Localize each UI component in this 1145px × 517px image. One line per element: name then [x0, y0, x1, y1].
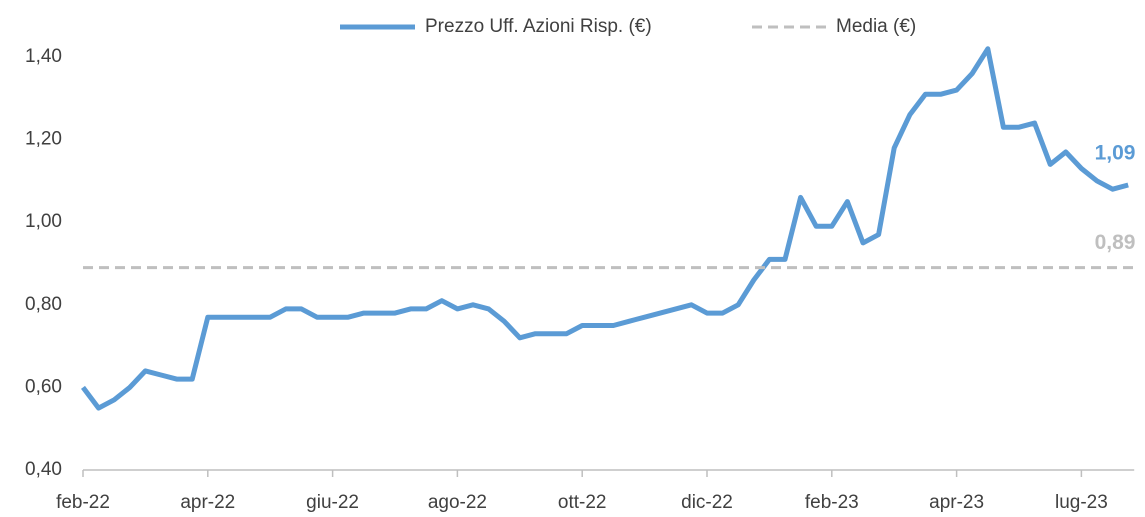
y-tick-label: 1,40 [25, 46, 62, 67]
legend-label: Media (€) [836, 16, 916, 37]
y-tick-label: 0,60 [25, 376, 62, 397]
y-tick-label: 0,80 [25, 294, 62, 315]
x-tick-label: ott-22 [558, 492, 607, 513]
x-tick-label: giu-22 [306, 492, 359, 513]
legend-label: Prezzo Uff. Azioni Risp. (€) [425, 16, 652, 37]
x-tick-label: apr-22 [180, 492, 235, 513]
y-tick-label: 1,20 [25, 129, 62, 150]
x-tick-label: feb-23 [805, 492, 859, 513]
end-label: 0,89 [1095, 231, 1136, 254]
x-tick-label: feb-22 [56, 492, 110, 513]
price-line [81, 46, 1129, 411]
end-label: 1,09 [1095, 142, 1136, 165]
x-tick-label: lug-23 [1055, 492, 1108, 513]
x-tick-label: apr-23 [929, 492, 984, 513]
x-tick-label: dic-22 [681, 492, 733, 513]
x-tick-label: ago-22 [428, 492, 487, 513]
y-tick-label: 0,40 [25, 459, 62, 480]
y-tick-label: 1,00 [25, 211, 62, 232]
